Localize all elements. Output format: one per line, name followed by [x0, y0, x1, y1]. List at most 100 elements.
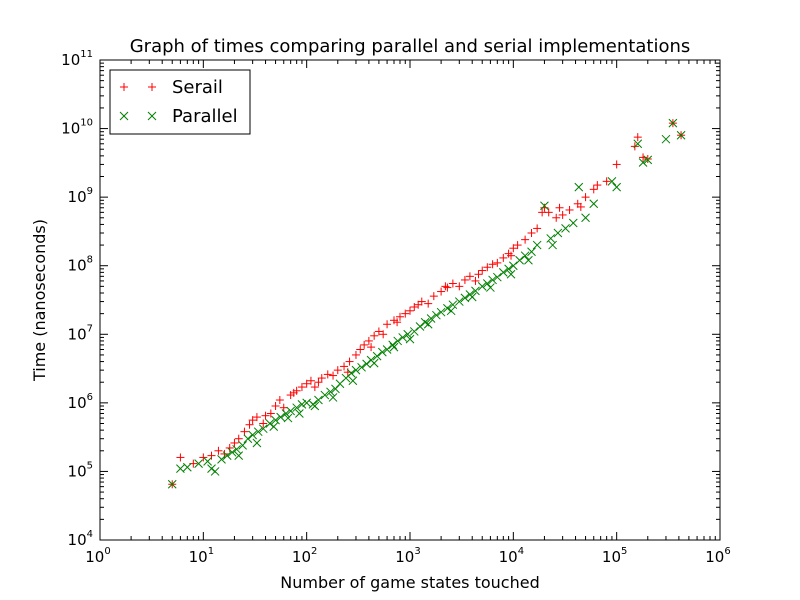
y-tick-label: 107	[68, 323, 93, 343]
parallel-point	[398, 333, 408, 342]
parallel-point	[443, 303, 452, 313]
serial-point	[483, 263, 492, 272]
serial-point	[429, 292, 438, 301]
parallel-point	[482, 279, 492, 288]
parallel-point	[222, 451, 232, 460]
serial-point	[527, 228, 536, 237]
parallel-point	[548, 240, 557, 250]
parallel-point	[546, 234, 556, 243]
parallel-point	[477, 282, 487, 291]
serial-point	[323, 370, 332, 379]
serial-point	[279, 403, 288, 412]
parallel-point	[248, 430, 257, 440]
serial-point	[317, 374, 326, 383]
serial-point	[538, 208, 547, 217]
parallel-point	[357, 362, 366, 372]
parallel-point	[362, 359, 371, 369]
serial-point	[199, 453, 208, 462]
serial-point	[364, 336, 373, 345]
parallel-point	[377, 347, 387, 357]
parallel-point	[210, 467, 220, 476]
parallel-point	[643, 155, 653, 165]
serial-point	[521, 235, 530, 244]
parallel-point	[454, 297, 464, 306]
parallel-point	[326, 387, 335, 397]
serial-point	[612, 160, 621, 169]
serial-point	[474, 270, 483, 279]
parallel-point	[520, 251, 530, 261]
serial-point	[356, 345, 365, 354]
parallel-point	[253, 427, 263, 437]
parallel-point	[527, 247, 536, 257]
axis-ticks: 100 101 102 103 104 105 106 104 105 106 107 108 109 1…	[61, 49, 731, 566]
parallel-point	[460, 293, 470, 303]
parallel-point	[532, 240, 542, 250]
chart-title: Graph of times comparing parallel and se…	[130, 36, 691, 57]
serial-point	[259, 419, 268, 428]
legend-marker-parallel	[147, 111, 157, 121]
serial-point	[248, 416, 257, 425]
serial-point	[310, 383, 319, 392]
legend-box	[109, 69, 251, 135]
parallel-point	[176, 464, 185, 473]
serial-point	[261, 411, 270, 420]
parallel-point	[281, 409, 291, 418]
parallel-point	[426, 314, 436, 323]
parallel-point	[297, 400, 307, 409]
serial-point	[406, 306, 414, 315]
y-tick-label: 106	[68, 392, 93, 412]
serial-point	[509, 244, 518, 253]
y-tick-label: 109	[68, 186, 93, 206]
legend-marker-serial	[148, 83, 156, 91]
parallel-point	[676, 130, 686, 140]
parallel-point	[320, 390, 330, 400]
serial-point	[225, 443, 234, 452]
serial-point	[230, 438, 239, 447]
serial-point	[437, 287, 446, 296]
parallel-point	[234, 451, 244, 460]
plot-frame	[99, 59, 721, 541]
parallel-point	[295, 409, 304, 418]
serial-point	[176, 453, 185, 462]
serial-point	[289, 388, 298, 397]
parallel-point	[668, 118, 678, 128]
serial-point	[345, 357, 354, 366]
parallel-point	[203, 457, 212, 466]
serial-point	[460, 275, 469, 284]
parallel-point	[633, 139, 643, 149]
parallel-point	[286, 406, 296, 416]
serial-point	[367, 343, 376, 352]
parallel-point	[515, 255, 524, 265]
parallel-point	[446, 306, 456, 316]
serial-point	[297, 383, 306, 392]
parallel-point	[561, 224, 570, 233]
parallel-point	[271, 415, 280, 425]
data-points	[167, 118, 686, 489]
parallel-point	[524, 255, 533, 265]
parallel-point	[194, 459, 203, 468]
parallel-point	[415, 322, 425, 331]
y-tick-label: 1011	[61, 49, 93, 69]
serial-point	[207, 451, 216, 460]
serial-point	[240, 427, 249, 436]
serial-point	[499, 253, 508, 262]
serial-point	[565, 205, 574, 214]
parallel-point	[492, 272, 502, 282]
parallel-point	[310, 401, 320, 411]
parallel-point	[252, 438, 262, 448]
parallel-point	[553, 228, 563, 238]
serial-point	[383, 320, 392, 329]
serial-point	[370, 331, 379, 340]
serial-point	[395, 312, 404, 321]
parallel-point	[182, 462, 192, 472]
x-tick-label: 102	[292, 546, 317, 566]
serial-point	[275, 396, 284, 405]
serial-point	[602, 177, 611, 186]
y-tick-label: 108	[68, 255, 93, 275]
parallel-point	[498, 268, 508, 277]
y-tick-label: 1010	[61, 118, 93, 138]
serial-point	[493, 258, 502, 267]
serial-point	[465, 272, 474, 281]
parallel-point	[423, 319, 433, 329]
serial-point	[593, 181, 602, 190]
